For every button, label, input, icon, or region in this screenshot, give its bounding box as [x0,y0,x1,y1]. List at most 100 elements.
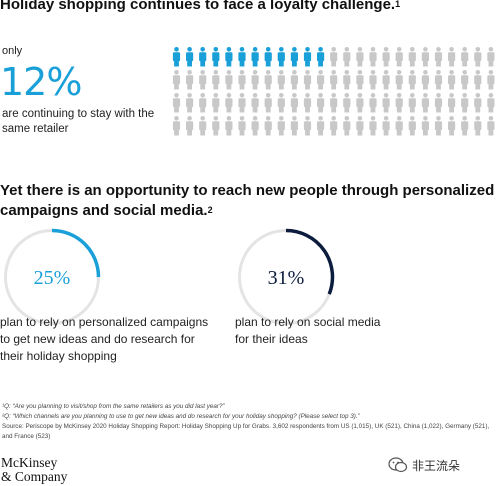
person-icon [264,70,272,90]
person-icon [461,47,469,67]
person-icon [303,116,312,136]
person-icon [421,93,429,113]
person-icon [225,116,233,136]
person-icon [356,70,364,90]
person-icon [172,93,181,113]
person-icon [330,70,338,90]
person-icon [421,70,429,90]
person-icon [369,70,377,90]
person-icon [199,70,207,90]
person-icon [212,70,220,90]
person-icon [461,93,469,113]
person-icon [369,116,377,136]
person-icon [369,93,377,113]
donut-arc-personalized [51,228,101,278]
person-icon [251,70,259,90]
person-icon [238,93,246,113]
person-icon [382,47,390,67]
person-icon [408,93,416,113]
person-icon [395,47,403,67]
caption-social: plan to rely on social media for their i… [235,315,381,346]
wechat-icon [388,457,408,473]
person-icon [395,116,403,136]
person-icon [474,93,482,113]
headline-loyalty: Holiday shopping continues to face a loy… [0,0,500,15]
person-icon-highlighted [172,47,181,67]
person-icon [330,47,338,67]
person-icon [448,70,456,90]
person-icon-highlighted [238,47,246,67]
person-icon [303,93,312,113]
person-icon-highlighted [264,47,272,67]
person-icon-highlighted [290,47,298,67]
person-icon [277,116,285,136]
person-icon [356,47,364,67]
person-icon-highlighted [186,47,194,67]
stat-description: are continuing to stay with the same ret… [2,108,155,135]
person-icon [290,116,298,136]
person-icon [290,93,298,113]
person-icon [277,70,285,90]
person-icon [448,47,456,67]
person-icon [317,70,325,90]
person-icon [330,93,338,113]
logo-line-2: & Company [1,469,68,484]
person-icon [356,116,364,136]
person-icon [382,70,390,90]
people-pictogram-grid [172,47,495,136]
watermark-text: 非王流朵 [412,458,461,473]
person-icon [382,116,390,136]
person-icon [172,70,181,90]
person-icon [343,47,351,67]
person-icon [356,93,364,113]
footnote-ref-2: 2 [207,205,213,215]
person-icon [487,93,495,113]
person-icon [434,116,443,136]
person-icon [487,70,495,90]
person-icon-highlighted [225,47,233,67]
stat-prefix: only [2,45,23,57]
person-icon [487,47,495,67]
person-icon [290,70,298,90]
donut-arc-social [285,228,335,295]
person-icon [277,93,285,113]
person-icon [408,70,416,90]
caption-personalized: plan to rely on personalized campaigns t… [0,315,209,363]
person-icon [199,93,207,113]
person-icon [225,93,233,113]
person-icon [421,47,429,67]
person-icon [343,93,351,113]
person-icon [317,116,325,136]
person-icon [395,93,403,113]
person-icon [408,116,416,136]
logo-line-1: McKinsey [1,455,58,470]
person-icon [251,93,259,113]
person-icon [199,116,207,136]
person-icon [448,93,456,113]
headline-loyalty-text: Holiday shopping continues to face a loy… [0,0,396,13]
person-icon [303,70,312,90]
person-icon [421,116,429,136]
person-icon [172,116,181,136]
person-icon [382,93,390,113]
person-icon [461,70,469,90]
person-icon [212,116,220,136]
person-icon [264,116,272,136]
person-icon-highlighted [212,47,220,67]
person-icon [251,116,259,136]
person-icon [225,70,233,90]
person-icon [330,116,338,136]
person-icon [487,116,495,136]
person-icon [369,47,377,67]
person-icon [343,116,351,136]
person-icon [238,116,246,136]
footnote-ref-1: 1 [395,0,401,9]
person-icon-highlighted [251,47,259,67]
donut-chart-personalized: 25% [4,228,101,325]
person-icon [448,116,456,136]
donut-chart-social: 31% [238,228,335,325]
headline-opportunity-text: Yet there is an opportunity to reach new… [0,182,495,219]
person-icon [474,116,482,136]
person-icon [408,47,416,67]
person-icon [461,116,469,136]
